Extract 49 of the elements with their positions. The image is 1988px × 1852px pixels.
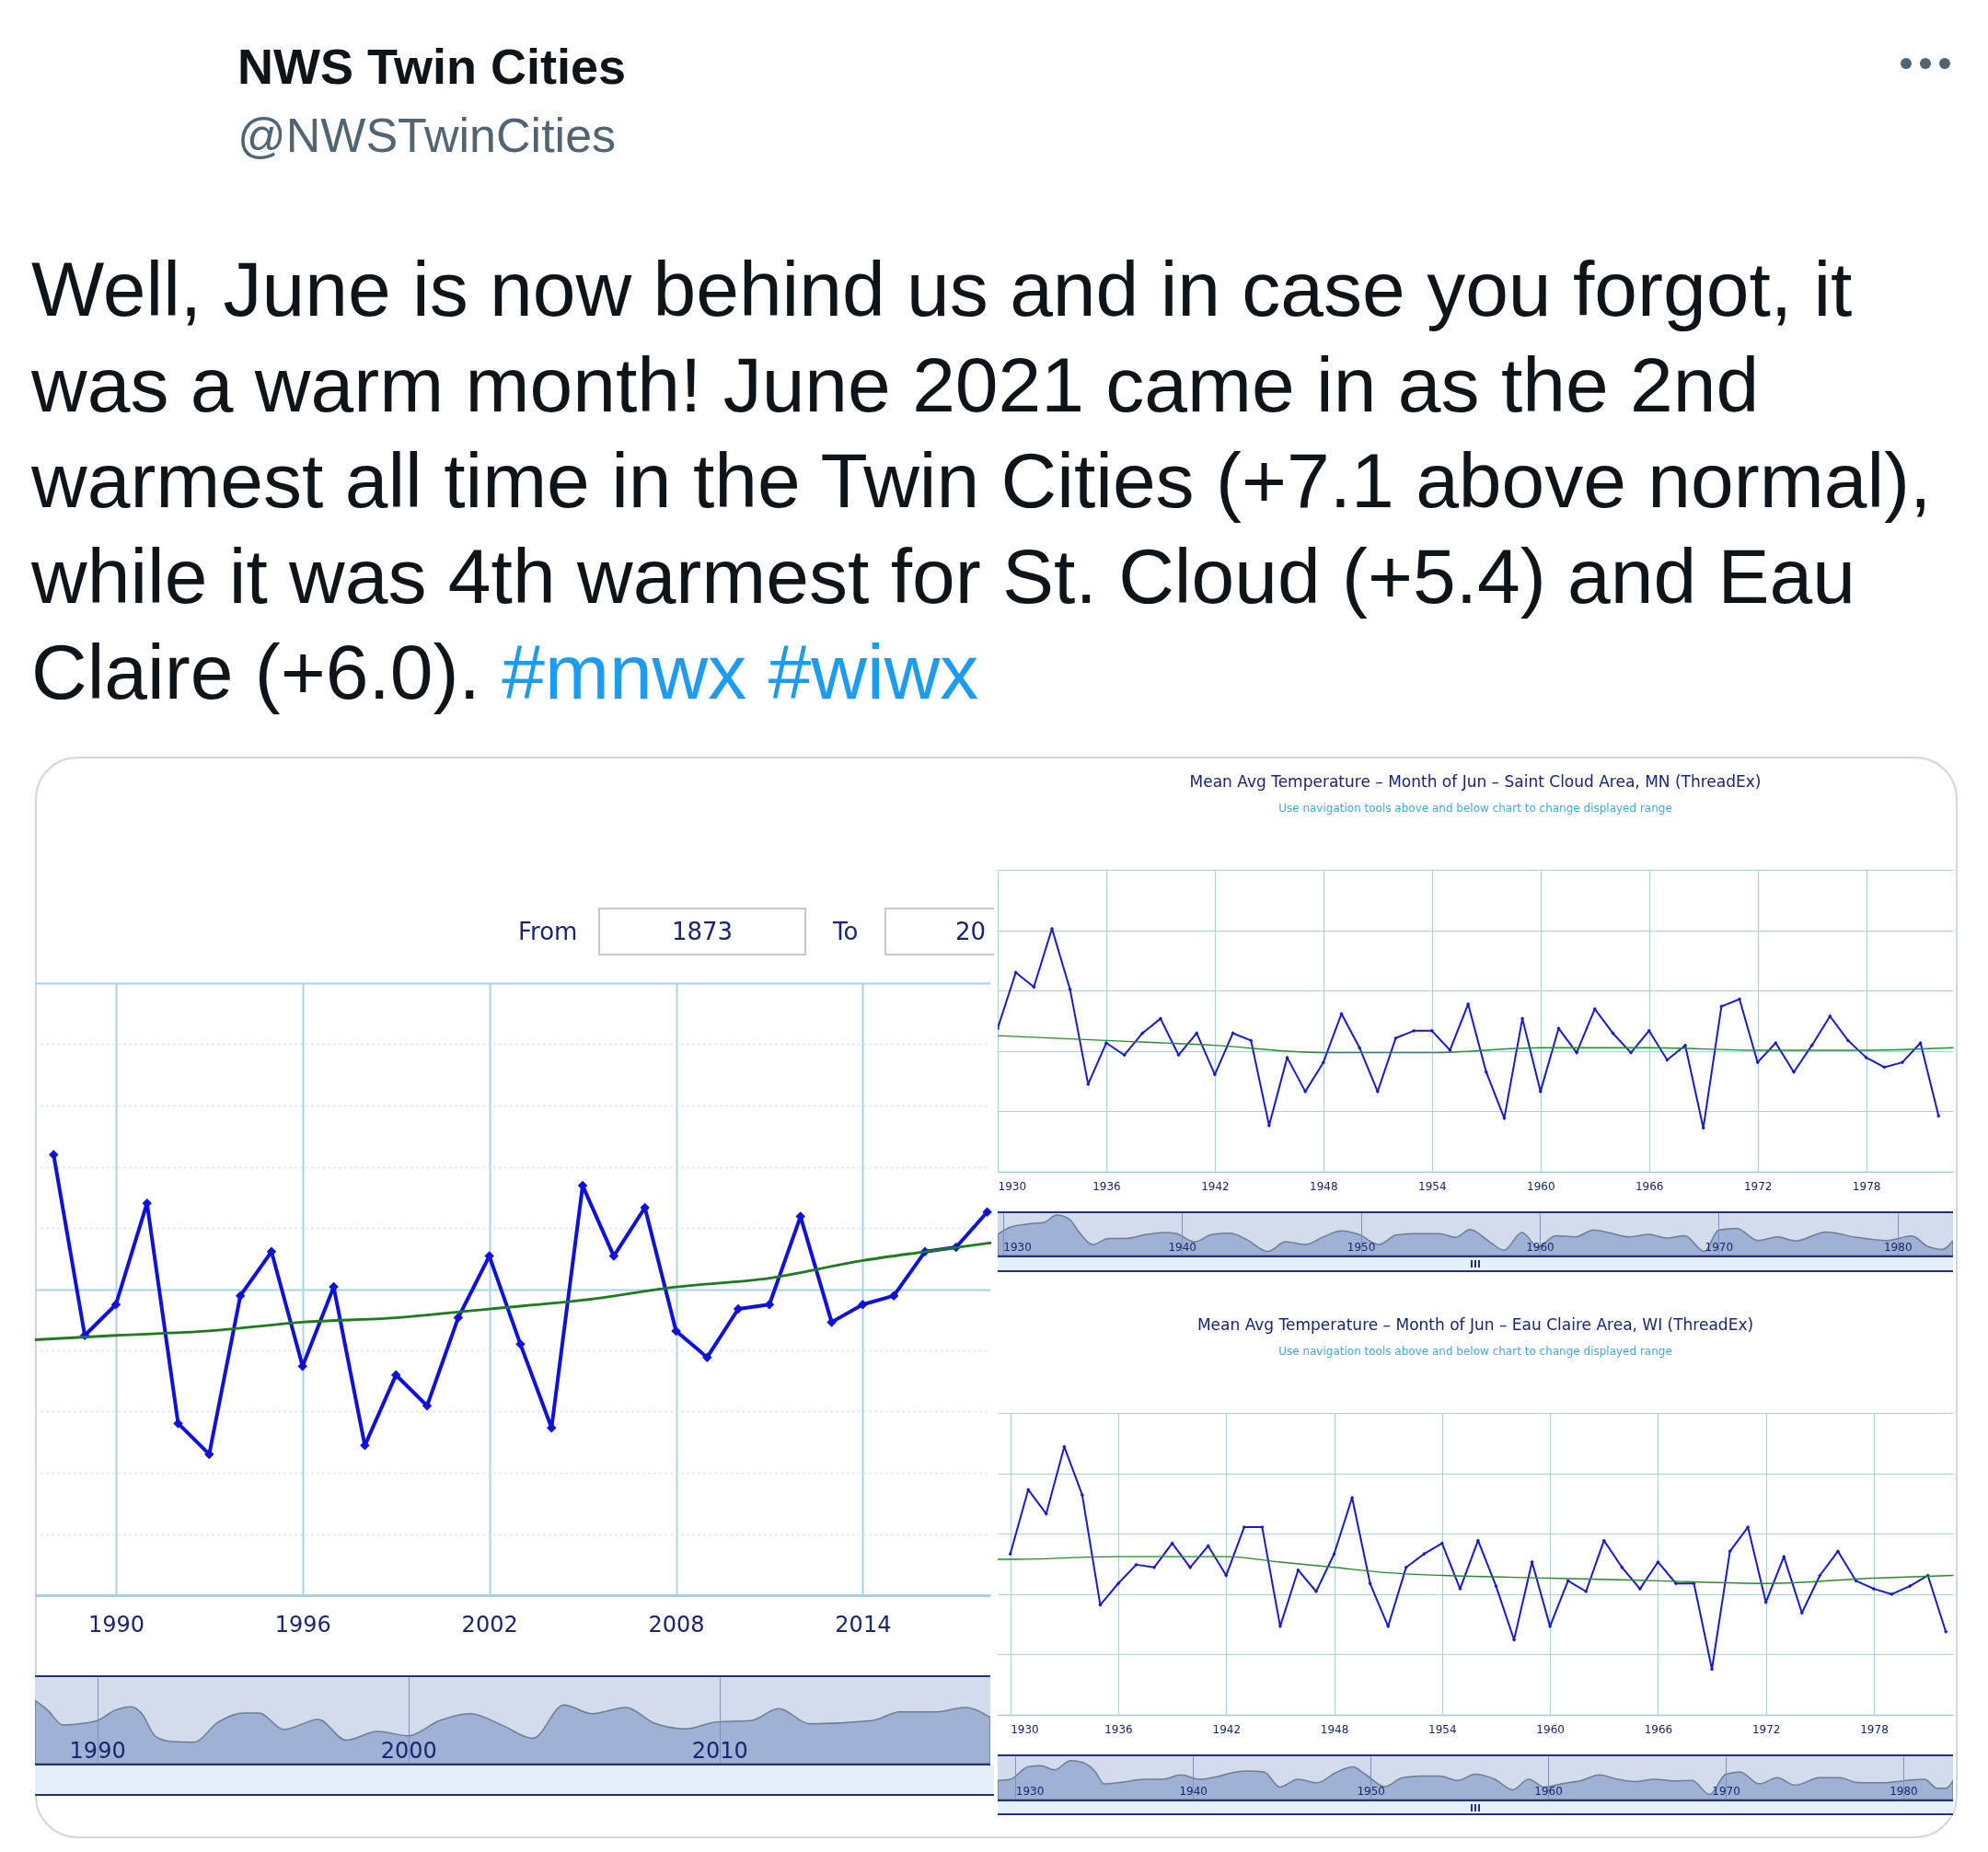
text: Well, June is now behind us and in case you forgot, it was a warm month! June 2021 came in as the 2nd warmest all time in the Twin Cities (+7.1 above normal), while it was 4th warmest for St. Cloud (+5.4) and Eau Claire (+6.0). #mnwx #wiwx — [31, 246, 1932, 715]
x-tick-label: 1930 — [1003, 1240, 1032, 1254]
x-tick-label: 1970 — [1705, 1240, 1734, 1254]
x-tick-label: 1936 — [1104, 1722, 1133, 1736]
x-tick-label: 1960 — [1536, 1722, 1565, 1736]
chart-subtitle: Use navigation tools above and below chart to change displayed range — [1278, 802, 1672, 815]
input-field: 20 — [884, 908, 994, 955]
x-tick-label: 1980 — [1883, 1240, 1913, 1254]
x-tick-label: 2000 — [380, 1737, 437, 1764]
x-tick-label: 1990 — [69, 1737, 126, 1764]
x-tick-label: 1950 — [1357, 1784, 1385, 1798]
x-tick-label: 1966 — [1635, 1179, 1664, 1193]
input-field: 1873 — [598, 908, 806, 955]
chart-title: Mean Avg Temperature – Month of Jun – Saint Cloud Area, MN (ThreadEx) — [1189, 772, 1762, 791]
x-tick-label: 2014 — [835, 1611, 892, 1638]
x-tick-label: 1942 — [1212, 1722, 1242, 1736]
x-tick-label: 1942 — [1201, 1179, 1230, 1193]
x-tick-label: 1996 — [274, 1611, 331, 1638]
x-tick-label: 1936 — [1092, 1179, 1121, 1193]
x-tick-label: 1948 — [1320, 1722, 1349, 1736]
x-tick-label: 1972 — [1751, 1722, 1781, 1736]
chart-title: Mean Avg Temperature – Month of Jun – Eau Claire Area, WI (ThreadEx) — [1196, 1315, 1754, 1334]
x-tick-label: 1978 — [1860, 1722, 1889, 1736]
x-tick-label: 1960 — [1527, 1179, 1555, 1193]
x-tick-label: 1960 — [1534, 1784, 1563, 1798]
x-tick-label: 1954 — [1418, 1179, 1447, 1193]
text: NWS Twin Cities — [237, 39, 627, 94]
x-tick-label: 1980 — [1890, 1784, 1918, 1798]
text: From — [518, 917, 578, 947]
x-tick-label: 1930 — [1015, 1784, 1045, 1798]
x-tick-label: 2008 — [648, 1611, 705, 1638]
x-tick-label: 2002 — [461, 1611, 518, 1638]
x-tick-label: 1940 — [1168, 1240, 1196, 1254]
x-tick-label: 1940 — [1179, 1784, 1208, 1798]
x-tick-label: 1978 — [1852, 1179, 1881, 1193]
chart-subtitle: Use navigation tools above and below chart to change displayed range — [1278, 1345, 1672, 1358]
x-tick-label: 1972 — [1743, 1179, 1773, 1193]
x-tick-label: 1954 — [1428, 1722, 1457, 1736]
text: @NWSTwinCities — [237, 109, 617, 162]
x-tick-label: 1966 — [1644, 1722, 1673, 1736]
x-tick-label: 1930 — [1011, 1722, 1039, 1736]
x-tick-label: 1960 — [1526, 1240, 1555, 1254]
x-tick-label: 1970 — [1712, 1784, 1740, 1798]
x-tick-label: 1948 — [1310, 1179, 1338, 1193]
x-tick-label: 1950 — [1347, 1240, 1376, 1254]
text: To — [833, 917, 859, 947]
x-tick-label: 2010 — [691, 1737, 748, 1764]
x-tick-label: 1990 — [87, 1611, 144, 1638]
x-tick-label: 1930 — [998, 1179, 1027, 1193]
